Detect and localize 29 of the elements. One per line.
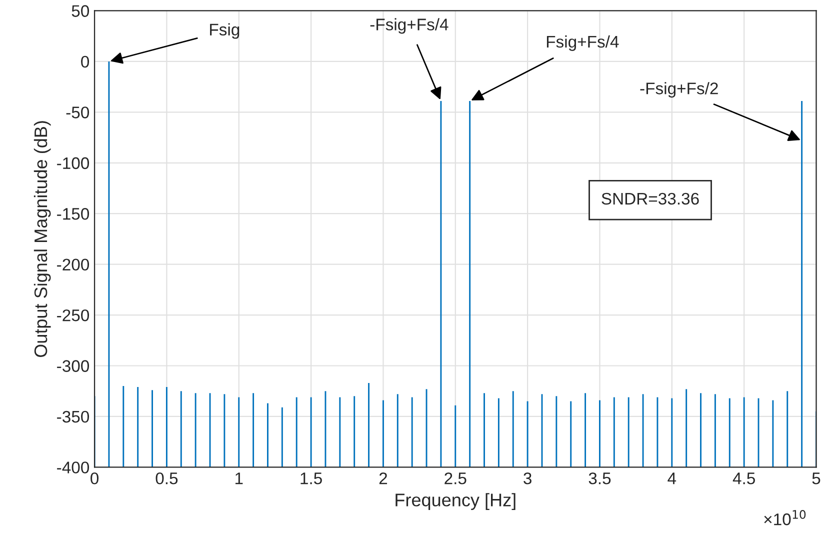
x-tick-label: 3 — [524, 472, 532, 484]
annotation: -Fsig+Fs/4 — [370, 18, 448, 34]
annotation: -Fsig+Fs/2 — [640, 82, 718, 98]
y-tick-label: 0 — [81, 56, 90, 68]
x-tick-label: 2.5 — [444, 472, 466, 484]
y-tick-label: -350 — [57, 410, 90, 423]
x-tick-label: 4 — [668, 472, 676, 484]
x-tick-label: 1.5 — [300, 472, 322, 484]
annotation: Fsig — [210, 23, 240, 39]
y-tick-label: -100 — [57, 157, 90, 170]
x-tick-label: 1 — [236, 472, 243, 484]
x-tick-label: 0.5 — [156, 472, 178, 484]
x-tick-label: 3.5 — [588, 472, 611, 484]
y-tick-label: -250 — [57, 309, 90, 322]
y-tick-label: 50 — [72, 5, 90, 17]
y-tick-label: -400 — [57, 462, 90, 474]
annotation: Fsig+Fs/4 — [546, 35, 619, 51]
annotation: SNDR=33.36 — [602, 192, 699, 205]
y-axis-title: Output Signal Magnitude (dB) — [34, 121, 51, 358]
x-axis-title: Frequency [Hz] — [396, 493, 516, 510]
x-tick-label: 0 — [90, 472, 99, 484]
x-tick-label: 4.5 — [732, 472, 755, 484]
x-tick-label: 2 — [379, 472, 388, 484]
y-tick-label: -300 — [57, 360, 90, 372]
y-tick-label: -200 — [57, 258, 90, 271]
y-tick-label: -150 — [57, 208, 90, 220]
y-tick-label: -50 — [66, 106, 90, 118]
x-tick-label: 5 — [812, 472, 820, 484]
text: ×10$^{10}$ — [764, 510, 806, 526]
